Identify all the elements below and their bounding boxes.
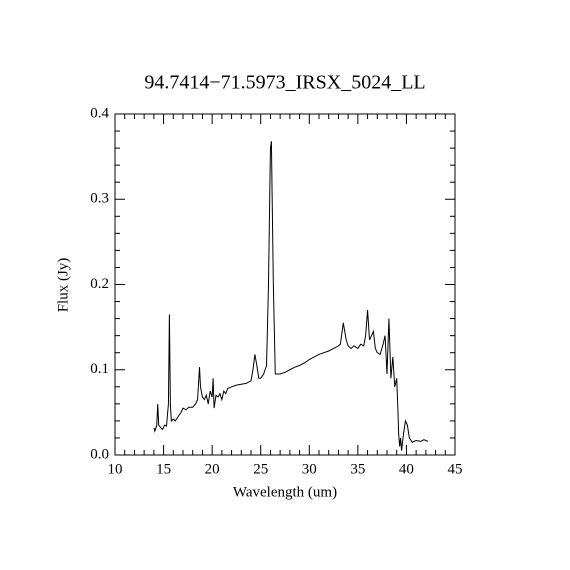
x-tick-label: 25 <box>253 461 268 477</box>
x-tick-label: 40 <box>399 461 414 477</box>
y-tick-label: 0.1 <box>90 361 109 377</box>
y-tick-label: 0.0 <box>90 446 109 462</box>
y-tick-label: 0.4 <box>90 105 109 121</box>
x-tick-label: 30 <box>302 461 317 477</box>
y-tick-label: 0.3 <box>90 191 109 207</box>
y-tick-label: 0.2 <box>90 276 109 292</box>
chart-title: 94.7414−71.5973_IRSX_5024_LL <box>144 72 425 94</box>
y-axis-label: Flux (Jy) <box>55 258 71 313</box>
x-axis-label: Wavelength (um) <box>233 484 337 500</box>
x-tick-label: 10 <box>108 461 123 477</box>
x-tick-label: 45 <box>448 461 463 477</box>
spectrum-line <box>153 141 429 451</box>
x-tick-label: 15 <box>156 461 171 477</box>
x-tick-label: 35 <box>350 461 365 477</box>
x-tick-label: 20 <box>205 461 220 477</box>
